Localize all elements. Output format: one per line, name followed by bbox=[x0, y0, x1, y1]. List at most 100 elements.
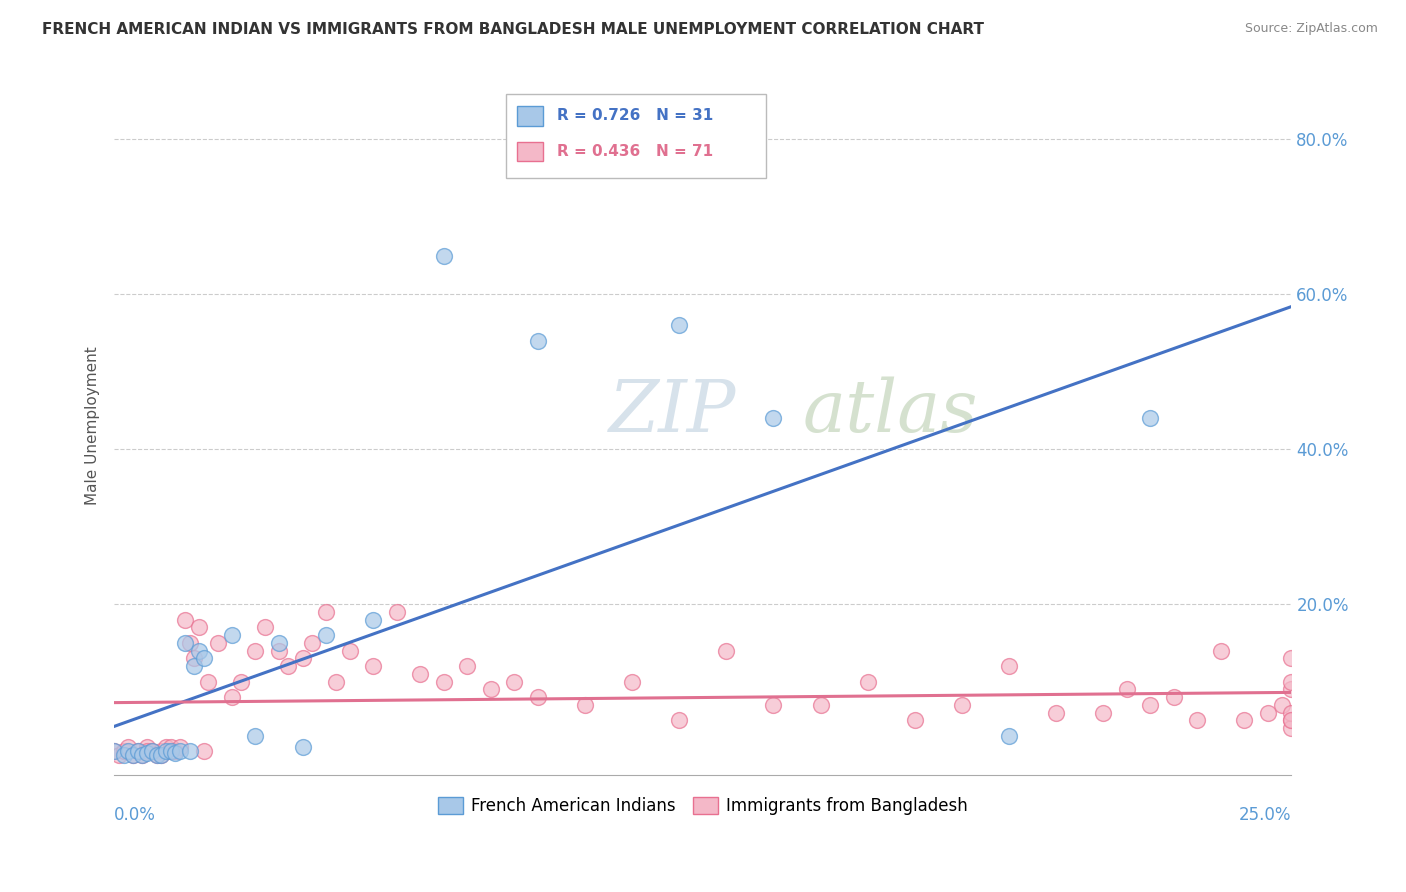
Point bbox=[315, 605, 337, 619]
Point bbox=[122, 748, 145, 763]
Point bbox=[1281, 721, 1303, 735]
Point bbox=[1187, 714, 1209, 728]
Point bbox=[277, 659, 299, 673]
Point bbox=[150, 748, 173, 763]
Point bbox=[155, 744, 177, 758]
Point bbox=[136, 740, 159, 755]
Point bbox=[207, 636, 229, 650]
Point bbox=[1045, 706, 1067, 720]
Point bbox=[193, 744, 215, 758]
Point bbox=[409, 666, 432, 681]
Point bbox=[179, 744, 201, 758]
Point bbox=[291, 740, 314, 755]
Point bbox=[1281, 714, 1303, 728]
Point bbox=[183, 651, 205, 665]
Point bbox=[131, 748, 153, 763]
Point bbox=[762, 411, 785, 425]
Point bbox=[112, 744, 135, 758]
Point bbox=[145, 748, 167, 763]
Point bbox=[169, 740, 191, 755]
Text: 25.0%: 25.0% bbox=[1239, 806, 1292, 824]
Point bbox=[1092, 706, 1115, 720]
Point bbox=[385, 605, 408, 619]
Point bbox=[433, 249, 456, 263]
Y-axis label: Male Unemployment: Male Unemployment bbox=[86, 347, 100, 506]
Point bbox=[131, 748, 153, 763]
Legend: French American Indians, Immigrants from Bangladesh: French American Indians, Immigrants from… bbox=[432, 790, 974, 822]
Point bbox=[188, 643, 211, 657]
Point bbox=[1163, 690, 1185, 705]
Point bbox=[668, 318, 690, 333]
Point bbox=[456, 659, 478, 673]
Point bbox=[159, 744, 181, 758]
Point bbox=[165, 744, 187, 758]
Text: R = 0.726   N = 31: R = 0.726 N = 31 bbox=[557, 109, 713, 123]
Point bbox=[1233, 714, 1256, 728]
Point bbox=[141, 744, 163, 758]
Point bbox=[998, 659, 1021, 673]
Point bbox=[291, 651, 314, 665]
Point bbox=[998, 729, 1021, 743]
Point bbox=[173, 636, 195, 650]
Point bbox=[716, 643, 738, 657]
Point bbox=[856, 674, 879, 689]
Point bbox=[150, 748, 173, 763]
Point bbox=[527, 690, 550, 705]
Point bbox=[1281, 706, 1303, 720]
Point bbox=[479, 682, 502, 697]
Point bbox=[1281, 682, 1303, 697]
Point bbox=[221, 690, 243, 705]
Point bbox=[503, 674, 526, 689]
Point bbox=[1209, 643, 1232, 657]
Text: atlas: atlas bbox=[803, 376, 979, 447]
Point bbox=[527, 334, 550, 348]
Point bbox=[136, 746, 159, 760]
Point bbox=[1281, 714, 1303, 728]
Point bbox=[221, 628, 243, 642]
Point bbox=[117, 744, 139, 758]
Point bbox=[108, 748, 131, 763]
Point bbox=[1139, 411, 1161, 425]
Point bbox=[159, 744, 181, 758]
Point bbox=[183, 659, 205, 673]
Point bbox=[253, 620, 276, 634]
Point bbox=[267, 636, 290, 650]
Point bbox=[339, 643, 361, 657]
Point bbox=[904, 714, 927, 728]
Text: ZIP: ZIP bbox=[609, 376, 735, 447]
Point bbox=[668, 714, 690, 728]
Point bbox=[315, 628, 337, 642]
Point bbox=[141, 744, 163, 758]
Text: 0.0%: 0.0% bbox=[114, 806, 156, 824]
Point bbox=[433, 674, 456, 689]
Point bbox=[267, 643, 290, 657]
Point bbox=[173, 613, 195, 627]
Point bbox=[136, 744, 159, 758]
Point bbox=[150, 744, 173, 758]
Point bbox=[762, 698, 785, 712]
Text: FRENCH AMERICAN INDIAN VS IMMIGRANTS FROM BANGLADESH MALE UNEMPLOYMENT CORRELATI: FRENCH AMERICAN INDIAN VS IMMIGRANTS FRO… bbox=[42, 22, 984, 37]
Point bbox=[117, 740, 139, 755]
Point bbox=[1271, 698, 1294, 712]
Text: R = 0.436   N = 71: R = 0.436 N = 71 bbox=[557, 145, 713, 159]
Point bbox=[245, 643, 267, 657]
Point bbox=[361, 613, 384, 627]
Point bbox=[1281, 651, 1303, 665]
Point bbox=[155, 740, 177, 755]
Point bbox=[231, 674, 253, 689]
Point bbox=[145, 748, 167, 763]
Point bbox=[1281, 674, 1303, 689]
Point bbox=[1257, 706, 1279, 720]
Point bbox=[361, 659, 384, 673]
Point bbox=[193, 651, 215, 665]
Point bbox=[621, 674, 644, 689]
Point bbox=[301, 636, 323, 650]
Point bbox=[127, 744, 149, 758]
Point bbox=[810, 698, 832, 712]
Point bbox=[325, 674, 347, 689]
Point bbox=[103, 744, 125, 758]
Point bbox=[122, 748, 145, 763]
Point bbox=[127, 744, 149, 758]
Point bbox=[103, 744, 125, 758]
Point bbox=[1139, 698, 1161, 712]
